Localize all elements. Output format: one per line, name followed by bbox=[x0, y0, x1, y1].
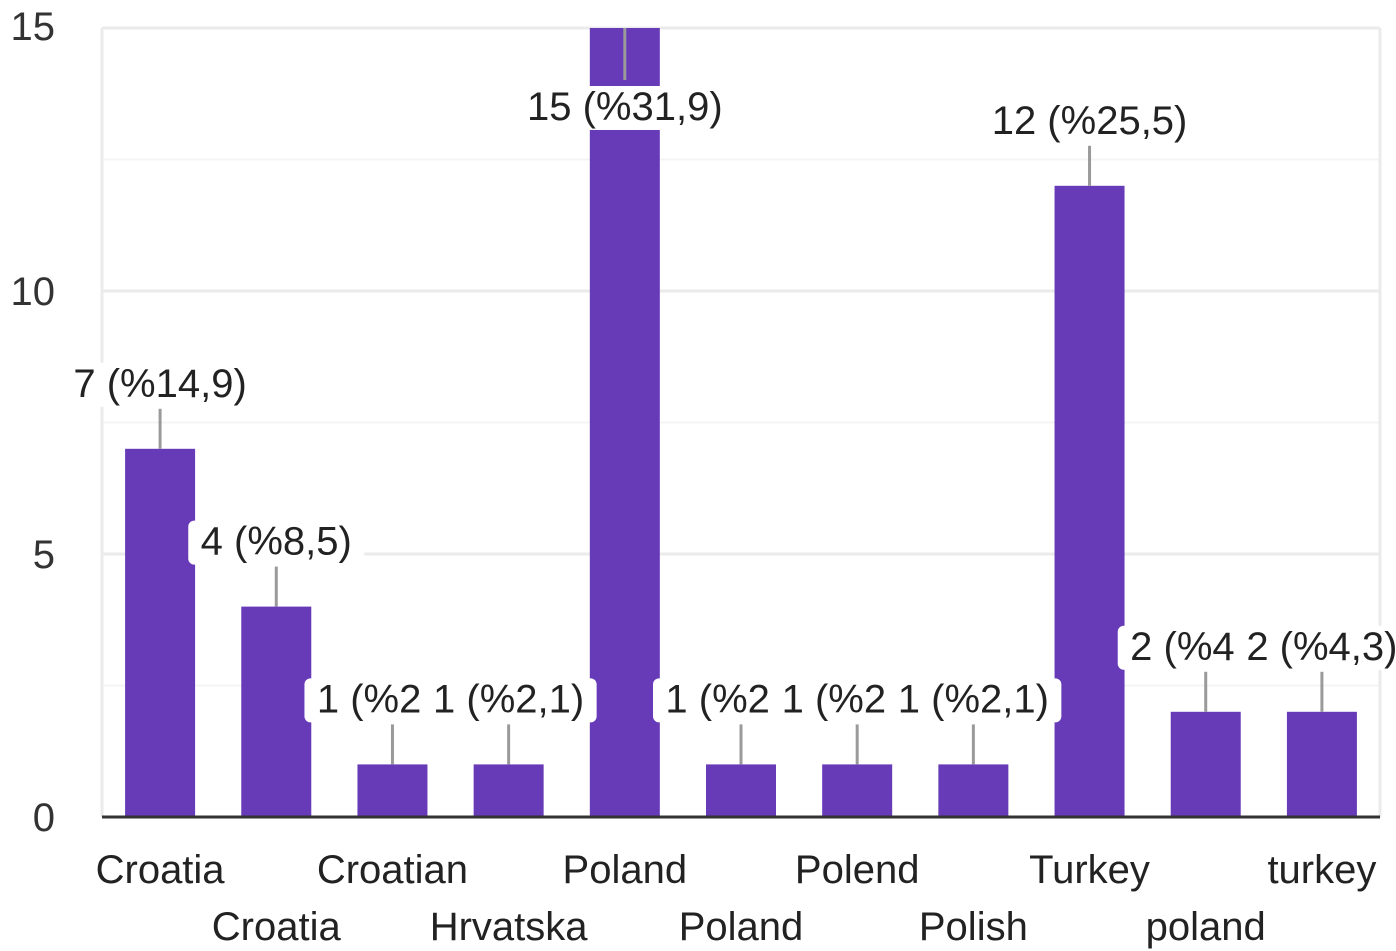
bars bbox=[125, 28, 1357, 818]
x-tick-label: Poland bbox=[679, 905, 804, 949]
bar bbox=[125, 448, 196, 817]
y-tick-label: 5 bbox=[33, 533, 55, 577]
y-tick-labels: 0 5 10 15 bbox=[11, 5, 56, 840]
bar bbox=[822, 764, 893, 817]
bar bbox=[357, 764, 428, 817]
data-label: 4 (%8,5) bbox=[201, 520, 352, 564]
data-label-background bbox=[188, 520, 365, 565]
bar bbox=[1286, 711, 1357, 817]
x-tick-label: Croatia bbox=[96, 848, 226, 892]
data-label: 15 (%31,9) bbox=[527, 85, 723, 129]
bar bbox=[589, 28, 660, 817]
data-label-background bbox=[61, 362, 259, 407]
data-label: 7 (%14,9) bbox=[73, 362, 246, 406]
bar bbox=[1054, 185, 1125, 818]
bar bbox=[938, 764, 1009, 817]
x-tick-label: Polend bbox=[795, 848, 920, 892]
bar bbox=[706, 764, 776, 817]
data-labels: 7 (%14,9) 4 (%8,5) 1 (%2,1) 1 (%2,1) 15 (%31… bbox=[61, 85, 1396, 723]
y-tick-label: 10 bbox=[11, 270, 56, 314]
data-label-background bbox=[420, 678, 597, 723]
data-label-background bbox=[980, 99, 1199, 144]
bar bbox=[1170, 711, 1241, 817]
x-tick-label: poland bbox=[1146, 905, 1266, 949]
data-label-background bbox=[1233, 625, 1396, 670]
data-label-background bbox=[515, 86, 734, 130]
data-label-background bbox=[885, 678, 1062, 723]
x-tick-labels: Croatia Croatia Croatian Hrvatska Poland Pola… bbox=[96, 848, 1377, 949]
bar bbox=[473, 764, 544, 817]
data-label: 1 (%2,1) bbox=[898, 677, 1049, 721]
data-label: 2 (%4,3) bbox=[1246, 625, 1396, 669]
y-tick-label: 0 bbox=[33, 796, 55, 840]
x-tick-label: Turkey bbox=[1029, 848, 1150, 892]
x-tick-label: Poland bbox=[563, 848, 688, 892]
x-tick-label: Croatian bbox=[317, 848, 468, 892]
data-label: 12 (%25,5) bbox=[992, 99, 1188, 143]
data-label: 1 (%2,1) bbox=[433, 677, 584, 721]
x-tick-label: Hrvatska bbox=[430, 905, 589, 949]
data-label-leaders bbox=[158, 28, 1324, 765]
x-tick-label: Polish bbox=[919, 905, 1028, 949]
x-tick-label: turkey bbox=[1267, 848, 1376, 892]
x-tick-label: Croatia bbox=[212, 905, 342, 949]
bar bbox=[241, 606, 312, 817]
y-tick-label: 15 bbox=[11, 5, 56, 49]
